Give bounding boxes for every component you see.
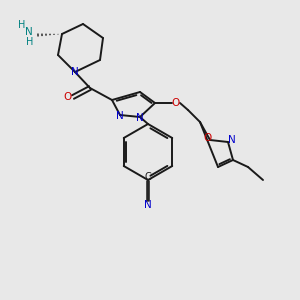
Text: N: N bbox=[71, 67, 79, 77]
Text: N: N bbox=[144, 200, 152, 210]
Text: N: N bbox=[136, 113, 144, 123]
Text: O: O bbox=[204, 133, 212, 143]
Text: O: O bbox=[64, 92, 72, 102]
Text: H: H bbox=[26, 37, 34, 47]
Text: N: N bbox=[228, 135, 236, 145]
Text: N: N bbox=[116, 111, 124, 121]
Text: H: H bbox=[18, 20, 26, 30]
Text: O: O bbox=[172, 98, 180, 108]
Text: C: C bbox=[145, 172, 152, 182]
Text: N: N bbox=[25, 27, 33, 37]
